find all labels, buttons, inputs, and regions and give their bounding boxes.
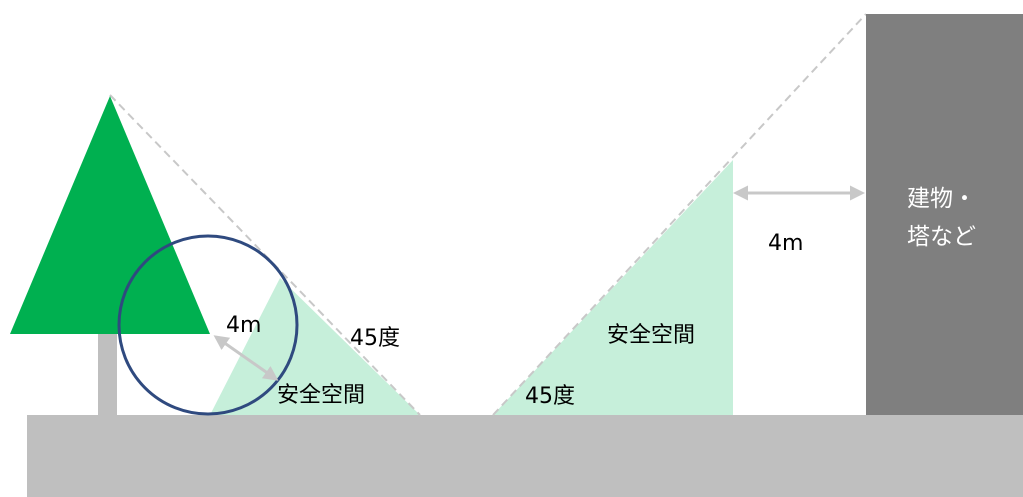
building xyxy=(866,14,1023,415)
building-name-line1: 建物・ xyxy=(907,186,976,212)
tree-safe-space-zone xyxy=(210,278,420,415)
tree-angle-label: 45度 xyxy=(350,326,400,351)
double-arrow-icon xyxy=(213,335,279,381)
tree-trunk xyxy=(98,334,117,415)
building-angle-label: 45度 xyxy=(525,384,575,409)
building-name-line2: 塔など xyxy=(907,224,976,250)
building-distance-label: 4m xyxy=(768,231,803,256)
tree-safe-space-label: 安全空間 xyxy=(277,383,365,408)
safety-distance-circle xyxy=(117,234,299,416)
tree-canopy xyxy=(10,96,210,334)
building-safe-space-label: 安全空間 xyxy=(607,323,695,348)
ground xyxy=(27,415,1023,497)
building-safe-space-zone xyxy=(493,160,733,415)
tree-radius-label: 4m xyxy=(226,313,261,338)
building-dashed-line xyxy=(492,13,867,416)
